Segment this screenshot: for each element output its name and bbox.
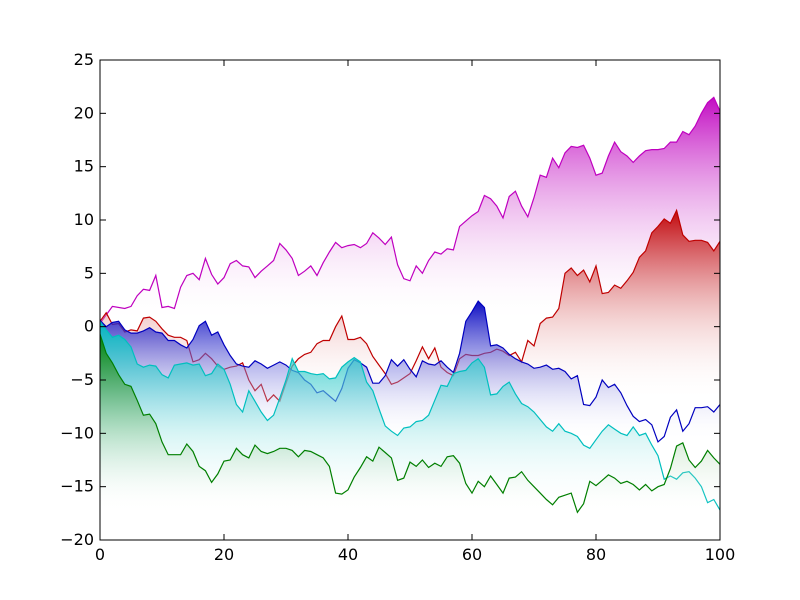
y-tick-label: 25 (74, 50, 94, 69)
x-tick-label: 40 (338, 545, 358, 564)
y-tick-label: −5 (70, 370, 94, 389)
y-tick-label: −20 (60, 530, 94, 549)
y-tick-label: −15 (60, 477, 94, 496)
y-tick-label: −10 (60, 423, 94, 442)
y-tick-label: 0 (84, 317, 94, 336)
series-1-line (99, 96, 721, 324)
y-tick-label: 20 (74, 103, 94, 122)
series-3-line (99, 300, 721, 443)
y-tick-label: 10 (74, 210, 94, 229)
series-layer (99, 96, 721, 514)
x-tick-label: 100 (705, 545, 736, 564)
x-tick-label: 80 (586, 545, 606, 564)
series-4-line (99, 320, 721, 511)
y-tick-label: 5 (84, 263, 94, 282)
axis-layer: 0 20 40 60 80 100 −20 −15 −10 −5 0 5 10 15 20 25 (60, 50, 735, 564)
series-1 (99, 96, 721, 324)
plot-frame (99, 59, 721, 541)
x-tick-label: 60 (462, 545, 482, 564)
series-5-line (99, 333, 721, 514)
series-5-area (100, 334, 720, 513)
series-2-area (100, 210, 720, 402)
series-5 (99, 333, 721, 514)
y-tick-label: 15 (74, 157, 94, 176)
x-tick-label: 20 (214, 545, 234, 564)
x-tick-label: 0 (95, 545, 105, 564)
